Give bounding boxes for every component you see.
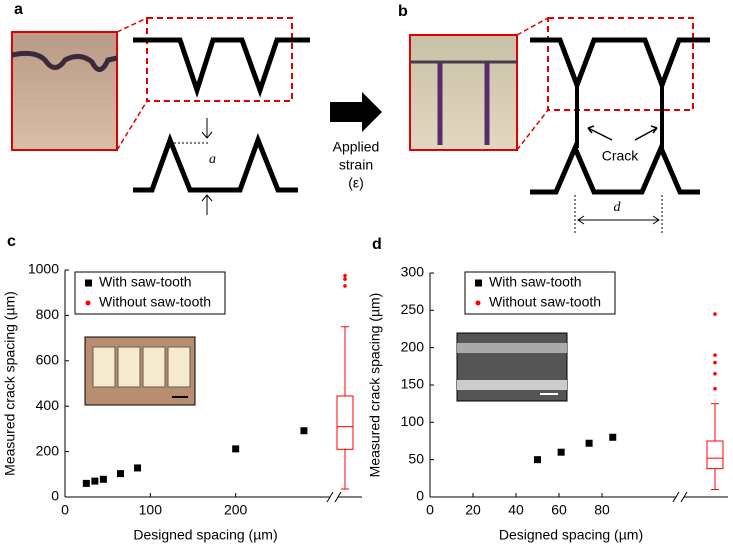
x-axis-label: Designed spacing (µm): [499, 527, 643, 543]
crack-label: Crack: [602, 148, 640, 164]
legend: [464, 271, 616, 315]
dimension-label: d: [614, 200, 622, 215]
point: [534, 456, 541, 464]
y-axis-label: Measured crack spacing (µm): [2, 291, 18, 476]
y-tick-label: 150: [401, 376, 425, 392]
outlier: [713, 312, 717, 316]
y-tick-label: 200: [36, 442, 60, 458]
axis-break: [326, 491, 342, 503]
point: [82, 479, 90, 487]
legend-label: With saw-tooth: [99, 274, 192, 290]
legend-marker: [475, 279, 482, 287]
y-tick-label: 400: [36, 397, 60, 413]
x-tick-label: 60: [551, 502, 567, 518]
legend-marker: [475, 300, 481, 306]
point: [300, 427, 308, 435]
legend: [74, 271, 226, 315]
y-tick-label: 200: [401, 338, 425, 354]
diagram-a: a: [11, 17, 310, 215]
panel-label: a: [14, 1, 23, 18]
point: [232, 445, 240, 453]
x-tick-label: 80: [594, 502, 610, 518]
outlier: [343, 277, 347, 281]
x-tick-label: 0: [426, 502, 434, 518]
point: [91, 477, 99, 485]
point: [557, 448, 565, 456]
point: [609, 433, 617, 441]
x-tick-label: 200: [224, 502, 248, 518]
box: [336, 395, 354, 450]
point: [134, 464, 142, 472]
y-tick-label: 1000: [28, 261, 59, 277]
y-tick-label: 600: [36, 352, 60, 368]
legend-marker: [85, 300, 91, 306]
y-tick-label: 0: [51, 488, 59, 504]
point: [585, 439, 593, 447]
panel-label: c: [7, 233, 16, 250]
x-tick-label: 20: [465, 502, 481, 518]
dimension-label: a: [209, 152, 216, 167]
panel-label: b: [398, 3, 408, 20]
outlier: [713, 353, 717, 357]
outlier: [343, 284, 347, 288]
point: [116, 470, 124, 478]
x-tick-label: 100: [139, 502, 163, 518]
outlier: [713, 386, 717, 391]
legend-label: With saw-tooth: [489, 274, 582, 290]
y-tick-label: 100: [401, 413, 425, 429]
y-tick-label: 800: [36, 306, 60, 322]
y-tick-label: 250: [401, 301, 425, 317]
inset-image: [456, 332, 568, 402]
legend-marker: [85, 279, 92, 287]
diagram-b: Crack d: [409, 17, 710, 235]
legend-label: Without saw-tooth: [99, 294, 211, 310]
x-axis-label: Designed spacing (µm): [133, 527, 277, 543]
x-tick-label: 40: [508, 502, 524, 518]
y-tick-label: 300: [401, 264, 425, 280]
box: [706, 440, 724, 470]
y-tick-label: 50: [408, 450, 424, 466]
arrow: [330, 92, 382, 132]
arrow-label: Applied: [333, 139, 380, 155]
x-tick-label: 0: [61, 502, 69, 518]
arrow-label: strain: [339, 157, 373, 173]
outlier: [343, 273, 347, 278]
axis-break: [672, 491, 688, 503]
outlier: [713, 372, 717, 376]
arrow-label: (ε): [348, 175, 364, 191]
outlier: [713, 360, 717, 365]
point: [99, 475, 107, 483]
y-axis-label: Measured crack spacing (µm): [367, 293, 383, 478]
inset-image: [84, 336, 196, 406]
legend-label: Without saw-tooth: [489, 294, 601, 310]
panel-label: d: [372, 236, 382, 253]
y-tick-label: 0: [416, 488, 424, 504]
